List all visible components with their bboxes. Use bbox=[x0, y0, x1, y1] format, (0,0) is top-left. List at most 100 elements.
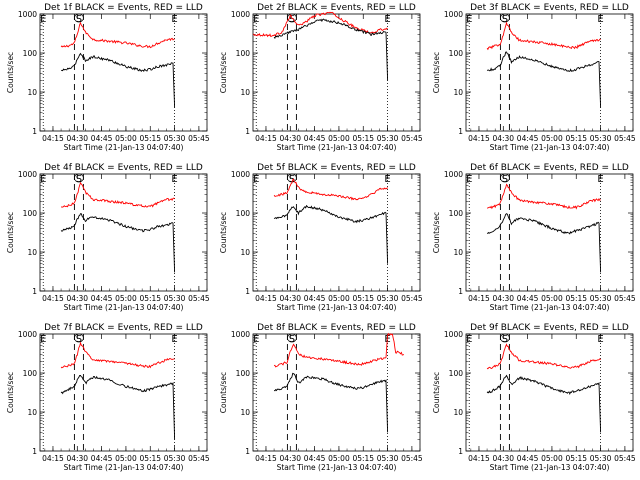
x-tick-label: 05:45 bbox=[188, 294, 210, 303]
saa-marker-circle bbox=[500, 333, 510, 343]
y-tick-label: 100 bbox=[236, 49, 251, 58]
panel-det-7f: Det 7f BLACK = Events, RED = LLD 1 10 100 10… bbox=[6, 323, 210, 472]
x-tick-label: 04:15 bbox=[255, 294, 277, 303]
y-tick-label: 100 bbox=[449, 209, 464, 218]
marker-label-E: E bbox=[171, 14, 177, 25]
x-tick-label: 05:30 bbox=[590, 454, 612, 463]
x-tick-label: 05:00 bbox=[541, 134, 563, 143]
x-axis-label: Start Time (21-Jan-13 04:07:40) bbox=[64, 303, 184, 312]
panel-det-9f: Det 9f BLACK = Events, RED = LLD 1 10 100 10… bbox=[432, 323, 636, 472]
y-tick-label: 10 bbox=[453, 248, 463, 257]
x-tick-label: 05:45 bbox=[188, 454, 210, 463]
marker-label-E: E bbox=[597, 174, 603, 185]
y-axis-label: Counts/sec bbox=[219, 372, 228, 413]
marker-label-E: E bbox=[171, 334, 177, 345]
y-tick-label: 100 bbox=[236, 209, 251, 218]
plot-frame bbox=[465, 333, 634, 452]
x-axis-label: Start Time (21-Jan-13 04:07:40) bbox=[277, 463, 397, 472]
panel-title: Det 7f BLACK = Events, RED = LLD bbox=[44, 323, 203, 333]
marker-label-E: E bbox=[384, 174, 390, 185]
saa-marker-circle bbox=[500, 13, 510, 23]
plot-frame bbox=[465, 173, 634, 292]
y-tick-label: 100 bbox=[23, 369, 38, 378]
marker-label-E: E bbox=[466, 334, 472, 345]
x-tick-label: 04:45 bbox=[91, 454, 113, 463]
marker-label-E: E bbox=[253, 14, 259, 25]
x-tick-label: 04:45 bbox=[304, 134, 326, 143]
panel-title: Det 9f BLACK = Events, RED = LLD bbox=[470, 323, 629, 333]
series-events-line bbox=[486, 213, 602, 273]
series-lld-line bbox=[61, 181, 175, 208]
series-events-line bbox=[60, 52, 176, 108]
y-axis-label: Counts/sec bbox=[432, 52, 441, 93]
plot-frame bbox=[39, 173, 208, 292]
x-tick-label: 04:30 bbox=[66, 294, 88, 303]
y-tick-label: 100 bbox=[236, 369, 251, 378]
plot-frame bbox=[252, 333, 421, 452]
saa-marker-circle bbox=[74, 173, 84, 183]
x-tick-label: 05:15 bbox=[565, 294, 587, 303]
panel-title: Det 2f BLACK = Events, RED = LLD bbox=[257, 3, 416, 13]
y-tick-label: 1000 bbox=[231, 10, 250, 19]
panel-det-6f: Det 6f BLACK = Events, RED = LLD 1 10 100 10… bbox=[432, 163, 636, 312]
x-tick-label: 05:15 bbox=[565, 134, 587, 143]
marker-label-E: E bbox=[171, 174, 177, 185]
y-tick-label: 1000 bbox=[18, 170, 37, 179]
marker-label-E: E bbox=[40, 14, 46, 25]
x-tick-label: 05:00 bbox=[328, 454, 350, 463]
panel-title: Det 8f BLACK = Events, RED = LLD bbox=[257, 323, 416, 333]
x-tick-label: 05:30 bbox=[377, 294, 399, 303]
x-tick-label: 05:30 bbox=[164, 134, 186, 143]
plot-frame bbox=[39, 333, 208, 452]
x-tick-label: 05:00 bbox=[541, 294, 563, 303]
x-tick-label: 05:00 bbox=[115, 134, 137, 143]
y-tick-label: 1 bbox=[32, 127, 37, 136]
x-tick-label: 04:30 bbox=[492, 454, 514, 463]
x-tick-label: 05:00 bbox=[115, 454, 137, 463]
x-tick-label: 05:45 bbox=[401, 294, 423, 303]
marker-label-S: S bbox=[289, 174, 295, 185]
marker-label-S: S bbox=[502, 14, 508, 25]
series-lld-line bbox=[486, 21, 601, 51]
series-lld-line bbox=[252, 11, 388, 38]
x-tick-label: 04:45 bbox=[91, 294, 113, 303]
x-tick-label: 05:45 bbox=[401, 134, 423, 143]
series-lld-line bbox=[273, 178, 388, 201]
marker-label-E: E bbox=[597, 334, 603, 345]
x-tick-label: 05:30 bbox=[590, 134, 612, 143]
marker-label-E: E bbox=[466, 14, 472, 25]
marker-label-S: S bbox=[502, 334, 508, 345]
x-tick-label: 04:30 bbox=[66, 134, 88, 143]
x-tick-label: 05:30 bbox=[164, 454, 186, 463]
y-tick-label: 1 bbox=[245, 127, 250, 136]
plot-frame bbox=[252, 13, 421, 132]
y-axis-label: Counts/sec bbox=[219, 212, 228, 253]
x-tick-label: 05:45 bbox=[614, 294, 636, 303]
x-axis-label: Start Time (21-Jan-13 04:07:40) bbox=[490, 143, 610, 152]
x-tick-label: 05:30 bbox=[590, 294, 612, 303]
y-tick-label: 100 bbox=[23, 209, 38, 218]
y-axis-label: Counts/sec bbox=[6, 52, 15, 93]
x-tick-label: 04:45 bbox=[517, 134, 539, 143]
x-tick-label: 04:30 bbox=[66, 454, 88, 463]
series-events-line bbox=[273, 18, 389, 81]
y-tick-label: 1000 bbox=[231, 170, 250, 179]
x-tick-label: 05:15 bbox=[352, 294, 374, 303]
x-tick-label: 04:45 bbox=[304, 454, 326, 463]
x-tick-label: 05:30 bbox=[164, 294, 186, 303]
x-axis-label: Start Time (21-Jan-13 04:07:40) bbox=[277, 303, 397, 312]
x-tick-label: 05:15 bbox=[139, 134, 161, 143]
plot-frame bbox=[252, 173, 421, 292]
y-axis-label: Counts/sec bbox=[6, 372, 15, 413]
x-tick-label: 05:15 bbox=[565, 454, 587, 463]
saa-marker-circle bbox=[500, 173, 510, 183]
panel-det-4f: Det 4f BLACK = Events, RED = LLD 1 10 100 10… bbox=[6, 163, 210, 312]
marker-label-S: S bbox=[502, 174, 508, 185]
x-tick-label: 05:30 bbox=[377, 134, 399, 143]
x-tick-label: 04:30 bbox=[279, 454, 301, 463]
x-tick-label: 05:15 bbox=[139, 294, 161, 303]
y-tick-label: 10 bbox=[453, 88, 463, 97]
y-tick-label: 1000 bbox=[18, 10, 37, 19]
x-tick-label: 04:15 bbox=[255, 134, 277, 143]
y-tick-label: 10 bbox=[240, 248, 250, 257]
